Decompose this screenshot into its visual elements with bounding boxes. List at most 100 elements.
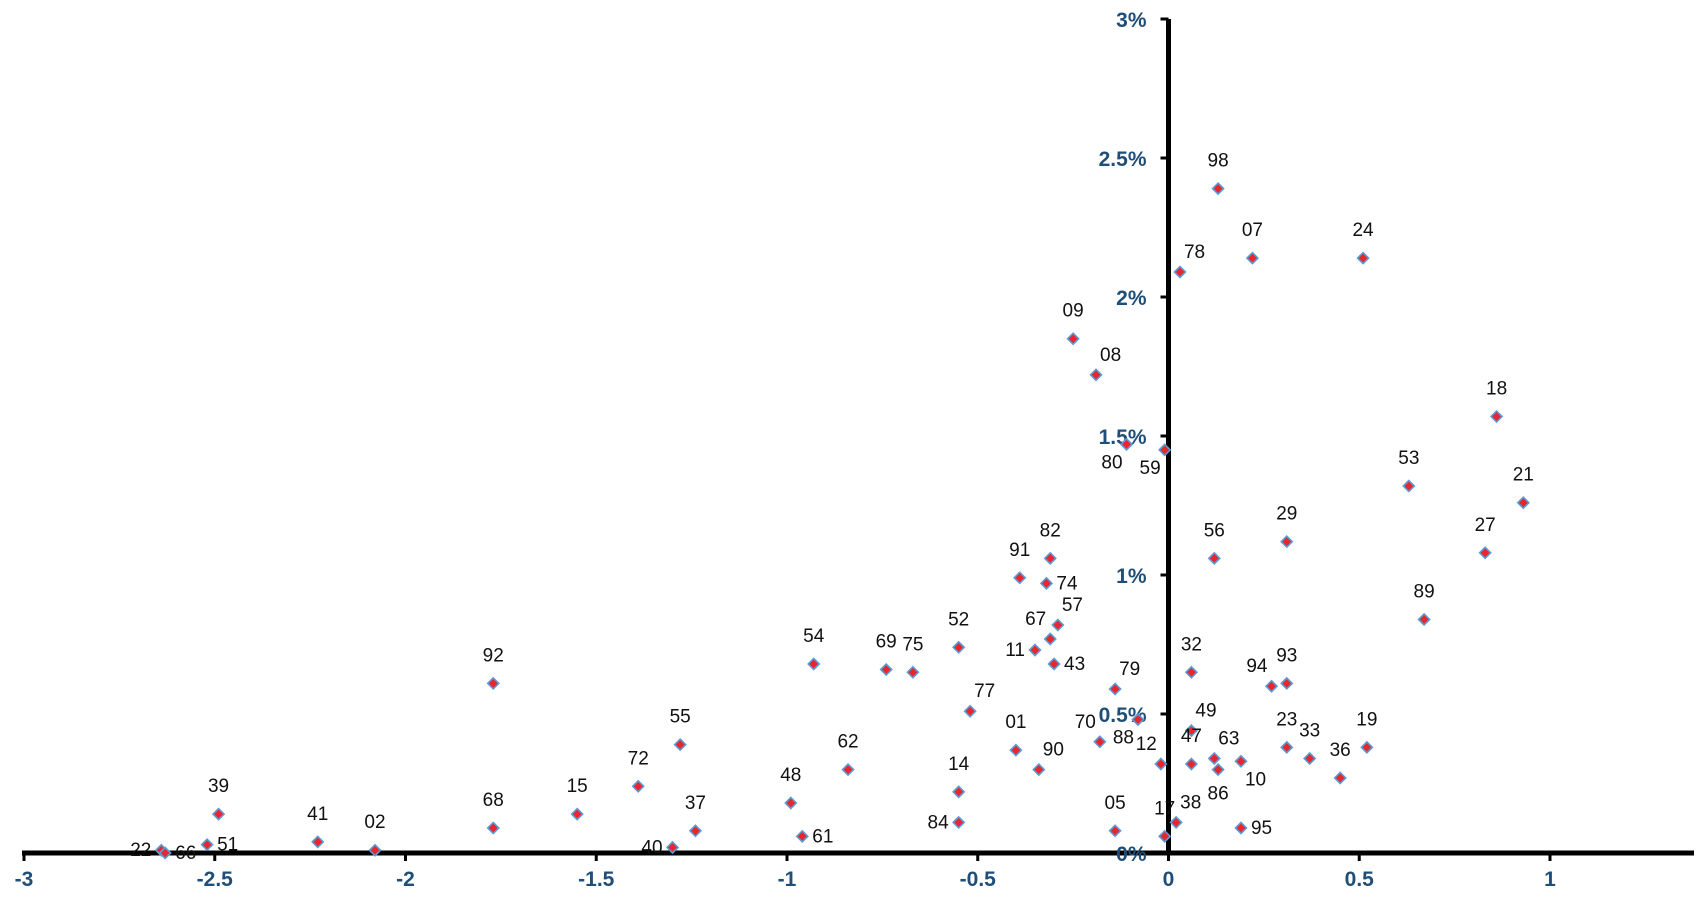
point-label-90: 90 xyxy=(1043,740,1064,761)
x-tick-label: 1 xyxy=(1544,868,1556,891)
x-tick-label: 0 xyxy=(1163,868,1175,891)
point-label-43: 43 xyxy=(1064,654,1085,675)
point-label-68: 68 xyxy=(483,790,504,811)
data-point-55 xyxy=(673,737,687,752)
point-label-94: 94 xyxy=(1246,656,1268,677)
point-labels: 98 07 24 78 09 08 18 80 59 53 21 29 27 56 82 91 74 89 57 67… xyxy=(130,151,1534,864)
data-point-95 xyxy=(1234,821,1248,835)
data-point-70 xyxy=(1093,735,1107,749)
data-point-57 xyxy=(1051,618,1065,632)
data-point-63 xyxy=(1207,751,1221,766)
point-label-09: 09 xyxy=(1063,301,1084,322)
data-point-56 xyxy=(1207,551,1221,565)
x-tick-label: 0.5 xyxy=(1345,868,1375,891)
axes xyxy=(22,17,1694,861)
y-tick-label: 1.5% xyxy=(1099,426,1147,449)
data-point-88 xyxy=(1131,712,1145,727)
data-point-02 xyxy=(368,843,382,857)
point-label-19: 19 xyxy=(1356,709,1377,730)
y-tick-label: 0% xyxy=(1116,843,1147,866)
data-point-54 xyxy=(807,657,821,671)
point-label-69: 69 xyxy=(876,632,897,653)
data-point-17 xyxy=(1158,829,1172,843)
data-point-52 xyxy=(952,640,966,654)
point-label-41: 41 xyxy=(307,804,328,825)
point-label-22: 22 xyxy=(130,840,151,861)
data-point-23 xyxy=(1280,740,1294,754)
point-label-55: 55 xyxy=(670,707,691,728)
point-label-12: 12 xyxy=(1136,734,1157,755)
point-label-88: 88 xyxy=(1113,728,1134,749)
data-point-19 xyxy=(1360,740,1374,754)
point-label-93: 93 xyxy=(1276,645,1297,666)
data-point-92 xyxy=(486,676,500,691)
data-point-53 xyxy=(1402,479,1416,493)
y-tick-label: 1% xyxy=(1116,565,1147,588)
data-points xyxy=(154,181,1530,860)
point-label-82: 82 xyxy=(1040,520,1061,541)
data-point-29 xyxy=(1280,535,1294,549)
point-label-70: 70 xyxy=(1075,712,1096,733)
point-label-89: 89 xyxy=(1414,581,1435,602)
point-label-67: 67 xyxy=(1025,609,1046,630)
point-label-80: 80 xyxy=(1101,452,1122,473)
data-point-74 xyxy=(1039,576,1054,590)
data-point-89 xyxy=(1417,612,1431,627)
point-label-33: 33 xyxy=(1299,720,1320,741)
point-label-07: 07 xyxy=(1242,220,1263,241)
x-tick-label: -2.5 xyxy=(197,868,234,891)
point-label-38: 38 xyxy=(1180,792,1201,813)
point-label-21: 21 xyxy=(1513,465,1534,486)
data-point-12 xyxy=(1154,757,1168,771)
data-point-39 xyxy=(211,807,226,821)
point-label-62: 62 xyxy=(837,732,858,753)
data-point-09 xyxy=(1066,332,1080,346)
data-point-47 xyxy=(1184,757,1199,771)
data-point-59 xyxy=(1158,443,1172,457)
point-label-05: 05 xyxy=(1105,793,1126,814)
point-label-11: 11 xyxy=(1005,640,1025,661)
point-label-48: 48 xyxy=(780,765,801,786)
data-point-93 xyxy=(1280,676,1294,691)
point-label-17: 17 xyxy=(1154,798,1175,819)
point-label-40: 40 xyxy=(641,837,662,858)
data-point-01 xyxy=(1009,743,1023,757)
data-point-61 xyxy=(795,829,809,843)
point-label-92: 92 xyxy=(483,645,504,666)
point-label-66: 66 xyxy=(175,843,196,864)
point-label-79: 79 xyxy=(1119,659,1140,680)
y-tick-label: 3% xyxy=(1116,9,1147,32)
point-label-29: 29 xyxy=(1276,504,1297,525)
point-label-95: 95 xyxy=(1251,818,1272,839)
data-point-68 xyxy=(486,821,500,835)
point-label-49: 49 xyxy=(1195,701,1216,722)
data-point-79 xyxy=(1108,682,1122,696)
point-label-18: 18 xyxy=(1486,379,1507,400)
data-point-40 xyxy=(665,840,680,855)
point-label-53: 53 xyxy=(1398,448,1419,469)
data-point-18 xyxy=(1489,409,1504,424)
point-label-24: 24 xyxy=(1352,220,1374,241)
point-label-37: 37 xyxy=(685,793,706,814)
data-point-05 xyxy=(1108,824,1122,838)
data-point-15 xyxy=(570,807,584,821)
data-point-08 xyxy=(1089,368,1103,382)
point-label-98: 98 xyxy=(1208,151,1229,172)
data-point-72 xyxy=(631,779,645,793)
point-label-78: 78 xyxy=(1184,242,1205,263)
data-point-67 xyxy=(1043,632,1057,646)
point-label-63: 63 xyxy=(1218,728,1239,749)
x-tick-label: -3 xyxy=(15,868,34,891)
x-tick-label: -0.5 xyxy=(960,868,997,891)
point-label-91: 91 xyxy=(1009,540,1030,561)
data-point-24 xyxy=(1356,251,1370,265)
data-point-84 xyxy=(952,815,966,830)
point-label-59: 59 xyxy=(1140,458,1161,479)
point-label-23: 23 xyxy=(1276,709,1297,730)
x-tick-label: -1.5 xyxy=(578,868,615,891)
y-tick-label: 2% xyxy=(1116,287,1147,310)
data-point-36 xyxy=(1333,771,1347,785)
point-label-32: 32 xyxy=(1181,634,1202,655)
point-label-01: 01 xyxy=(1005,712,1026,733)
